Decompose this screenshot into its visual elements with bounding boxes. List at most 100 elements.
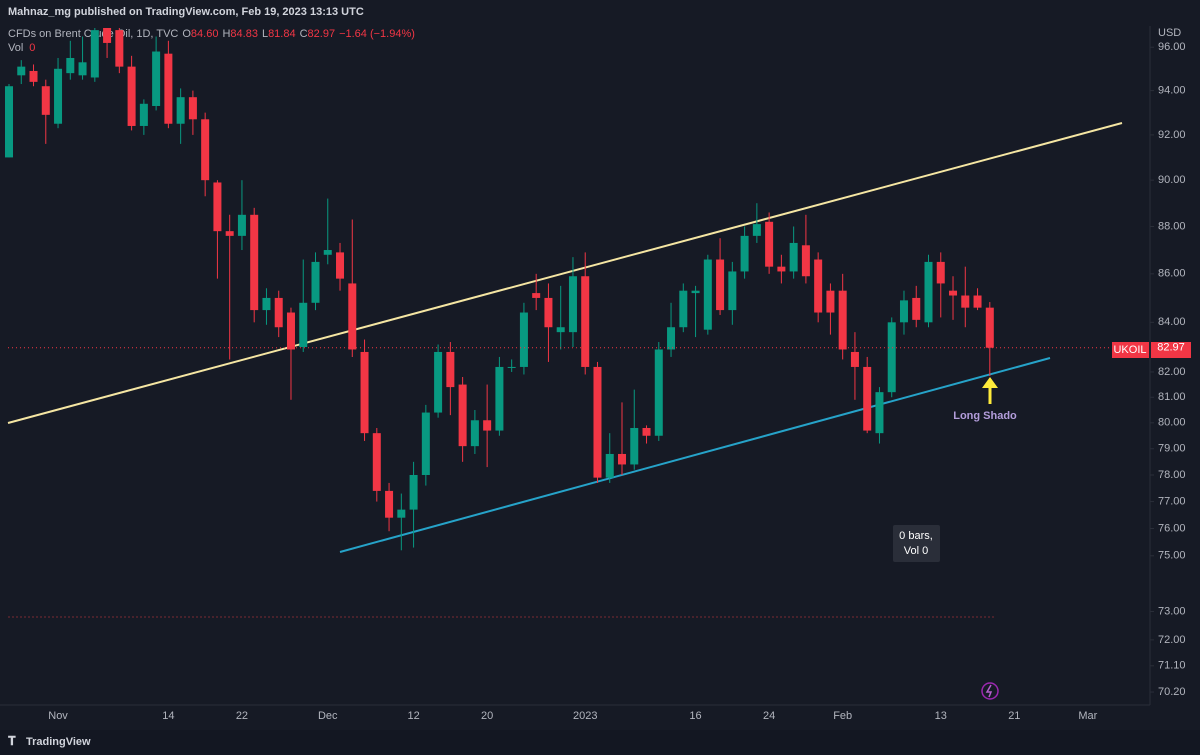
candle-body — [532, 293, 541, 298]
candle-body — [691, 290, 700, 294]
candle-body — [201, 119, 210, 181]
candle-body — [421, 412, 430, 475]
y-tick-label: 94.00 — [1158, 85, 1186, 97]
y-tick-label: 90.00 — [1158, 174, 1186, 186]
candle-body — [544, 297, 553, 328]
candle-body — [838, 290, 847, 350]
candle-body — [642, 427, 651, 436]
candle-body — [777, 266, 786, 272]
candle-body — [225, 231, 234, 236]
candle-body — [397, 509, 406, 518]
y-tick-label: 72.00 — [1158, 634, 1186, 646]
last-price-label: 82.97 — [1157, 342, 1185, 354]
candle-body — [887, 322, 896, 393]
y-tick-label: 92.00 — [1158, 129, 1186, 141]
legend-label: H — [222, 28, 230, 40]
candle-body — [985, 307, 994, 348]
candle-body — [875, 392, 884, 434]
footer: TradingView — [26, 736, 91, 748]
y-tick-label: 86.00 — [1158, 268, 1186, 280]
candle-body — [164, 53, 173, 124]
candle-body — [188, 97, 197, 120]
candle-body — [716, 259, 725, 311]
x-tick-label: 16 — [689, 710, 701, 722]
last-price-bg — [1151, 342, 1191, 358]
candle-body — [434, 351, 443, 413]
candle-body — [936, 261, 945, 284]
legend-value: 84.60 — [191, 28, 219, 40]
x-tick-label: 21 — [1008, 710, 1020, 722]
candle-body — [250, 214, 259, 311]
upper-trend-line — [7, 122, 1123, 424]
candle-body — [274, 297, 283, 328]
candle-body — [115, 30, 124, 67]
candle-body — [618, 453, 626, 465]
volume-legend: Vol 0 — [8, 42, 35, 54]
alert-icon[interactable] — [981, 682, 999, 700]
candle-body — [262, 297, 271, 311]
candle-body — [176, 97, 185, 124]
candle-body — [667, 327, 676, 350]
legend-value: 82.97 — [308, 28, 336, 40]
candle-body — [924, 261, 933, 323]
candle-body — [311, 261, 320, 303]
candle-body — [458, 384, 467, 447]
x-tick-label: 22 — [236, 710, 248, 722]
candle-body — [17, 66, 26, 76]
x-tick-label: 24 — [763, 710, 775, 722]
candle-body — [728, 271, 737, 311]
candle-body — [495, 366, 504, 431]
x-tick-label: Nov — [48, 710, 68, 722]
y-tick-label: 88.00 — [1158, 220, 1186, 232]
x-tick-label: 20 — [481, 710, 493, 722]
legend-value: 81.84 — [268, 28, 296, 40]
candle-body — [789, 242, 798, 272]
candle-body — [605, 453, 614, 478]
y-tick-label: 78.00 — [1158, 469, 1186, 481]
legend-label: Vol — [8, 42, 23, 54]
y-tick-label: 80.00 — [1158, 417, 1186, 429]
x-tick-label: 14 — [162, 710, 174, 722]
x-tick-label: Dec — [318, 710, 338, 722]
candle-body — [679, 290, 688, 328]
candle-body — [152, 51, 161, 106]
candle-body — [973, 295, 982, 308]
candle-body — [630, 427, 639, 465]
y-tick-label: 73.00 — [1158, 605, 1186, 617]
y-tick-label: 79.00 — [1158, 443, 1186, 455]
info-box-text: Vol 0 — [904, 545, 928, 557]
candle-body — [323, 250, 332, 255]
x-tick-label: Feb — [833, 710, 852, 722]
candle-body — [740, 235, 749, 272]
y-tick-label: 96.00 — [1158, 41, 1186, 53]
candle-body — [961, 295, 970, 308]
y-tick-label: 75.00 — [1158, 550, 1186, 562]
info-box — [893, 525, 940, 562]
candle-body — [213, 182, 222, 232]
y-tick-label: 76.00 — [1158, 522, 1186, 534]
candle-body — [568, 276, 577, 333]
candle-body — [90, 30, 99, 78]
y-unit: USD — [1158, 27, 1181, 39]
x-tick-label: 12 — [407, 710, 419, 722]
legend: CFDs on Brent Crude Oil, 1D, TVCO84.60H8… — [8, 28, 415, 40]
candle-body — [360, 351, 369, 434]
lower-trend-line — [339, 357, 1051, 553]
candle-body — [556, 327, 565, 333]
candle-body — [752, 224, 761, 236]
legend-label: C — [300, 28, 308, 40]
candle-body — [850, 351, 859, 367]
candle-body — [899, 300, 908, 323]
candle-body — [483, 420, 492, 431]
candle-body — [237, 214, 246, 236]
candle-body — [654, 349, 663, 436]
candle-body — [5, 86, 13, 158]
candle-body — [29, 70, 38, 82]
y-tick-label: 82.00 — [1158, 366, 1186, 378]
candle-body — [519, 312, 528, 367]
symbol-tag-bg — [1112, 342, 1149, 358]
candle-body — [372, 433, 381, 491]
candle-body — [103, 28, 112, 43]
candle-body — [336, 252, 345, 279]
